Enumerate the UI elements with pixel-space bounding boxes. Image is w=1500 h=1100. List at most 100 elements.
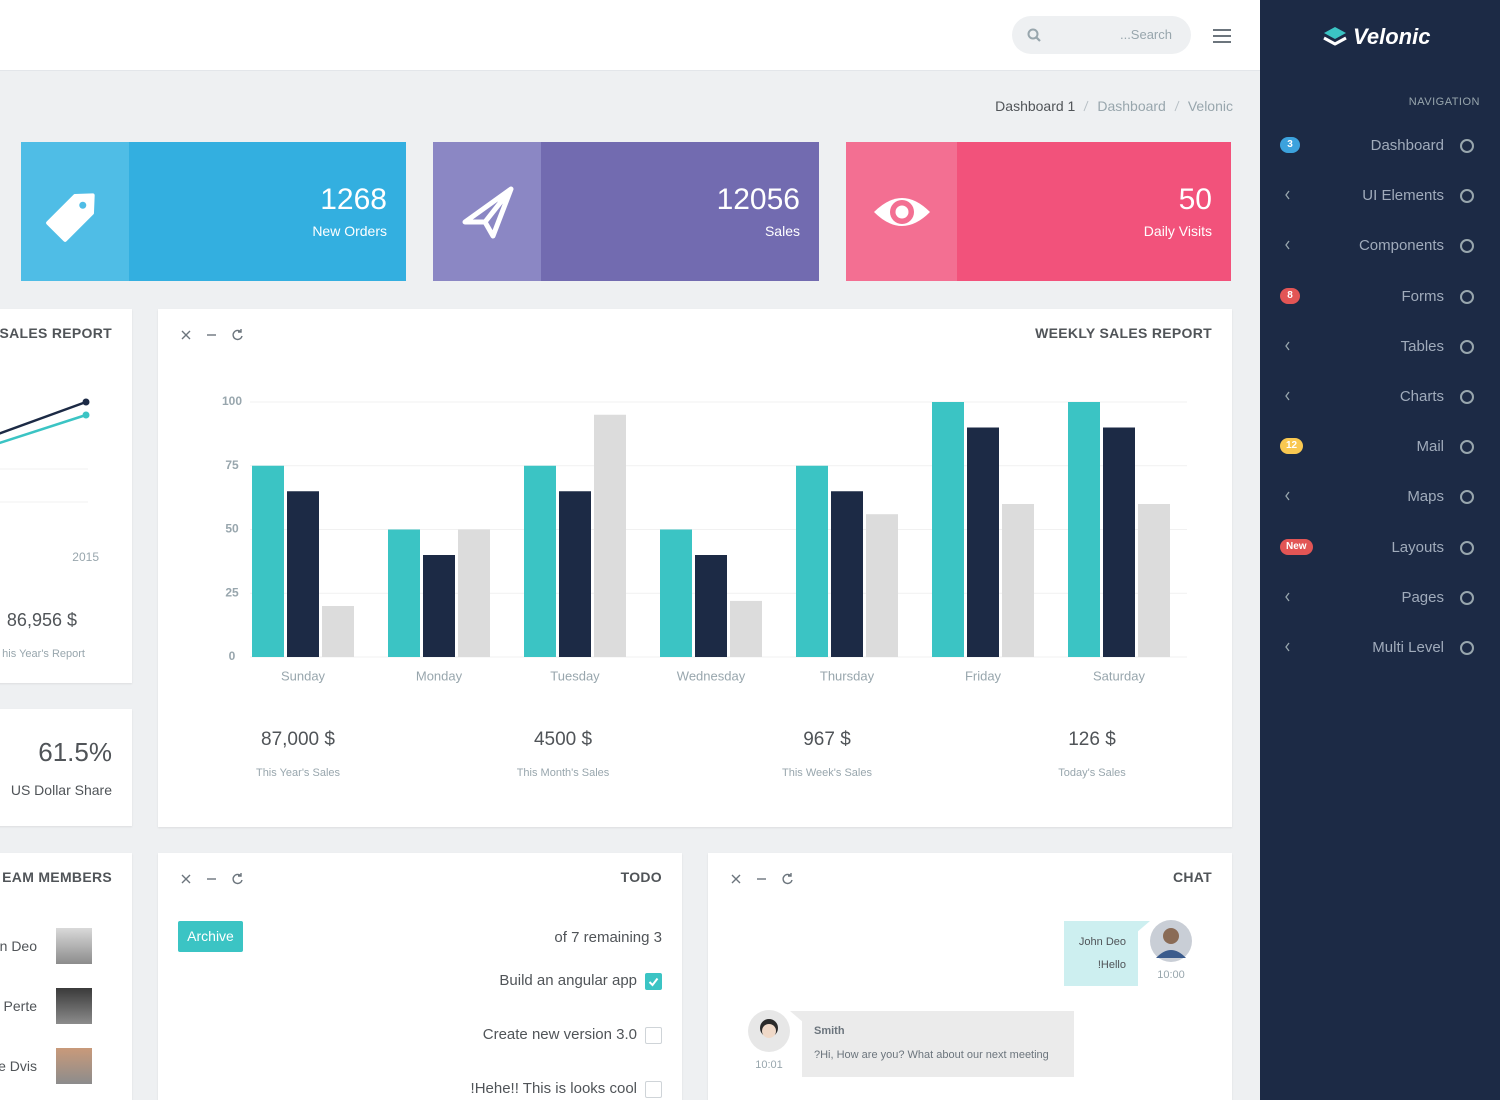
menu-button[interactable] — [1212, 28, 1232, 44]
nav-icon-shape — [1460, 590, 1474, 605]
nav-chevron — [1285, 391, 1290, 401]
nav-item[interactable]: Layouts New — [1260, 528, 1500, 568]
nav-icon — [1460, 440, 1474, 455]
card-title: EAM MEMBERS — [2, 869, 112, 885]
nav-label: Dashboard — [1370, 137, 1444, 154]
member-avatar — [56, 1048, 92, 1084]
summary-label: This Week's Sales — [782, 767, 872, 779]
x-tick-label: Saturday — [1093, 668, 1146, 683]
chevron-path — [1285, 241, 1290, 250]
summary-label: Today's Sales — [1058, 767, 1126, 779]
bar — [695, 555, 727, 657]
bar — [831, 491, 863, 657]
nav-label: Mail — [1416, 438, 1444, 456]
nav-icon-shape — [1460, 540, 1474, 555]
todo-checkbox[interactable] — [645, 1027, 662, 1044]
nav-item[interactable]: Maps — [1260, 477, 1500, 517]
y-tick-label: 50 — [225, 522, 239, 536]
nav-chevron — [1285, 492, 1290, 501]
chevron-path — [1285, 592, 1290, 602]
bar — [1138, 504, 1170, 657]
x-tick-label: Sunday — [281, 668, 326, 683]
nav-icon-shape — [1460, 440, 1474, 455]
chevron-path — [1285, 190, 1290, 200]
nav-icon-shape — [1460, 641, 1474, 655]
nav-item[interactable]: Components — [1260, 226, 1500, 266]
search-icon — [1027, 28, 1041, 42]
stat-icon-box — [21, 142, 129, 281]
summary-label: This Month's Sales — [516, 767, 610, 779]
search-box[interactable]: ...Search — [1012, 16, 1191, 54]
nav-item[interactable]: Tables — [1260, 327, 1500, 367]
bar — [559, 491, 591, 657]
nav-label: Layouts — [1391, 538, 1444, 556]
nav-item[interactable]: Multi Level — [1260, 628, 1500, 668]
nav-item[interactable]: Pages — [1260, 578, 1500, 618]
close-button[interactable] — [181, 330, 191, 340]
nav-item[interactable]: UI Elements — [1260, 176, 1500, 216]
y-tick-label: 100 — [222, 394, 242, 408]
nav-icon-shape — [1460, 189, 1474, 204]
send-icon — [462, 186, 514, 239]
bar — [322, 606, 354, 657]
bar-chart: 0 25 50 75 100 Sunday Monday Tuesday Wednesday Th… — [222, 394, 1187, 683]
checkmark — [648, 977, 659, 987]
todo-checkbox[interactable] — [645, 973, 662, 990]
breadcrumb-item[interactable]: Dashboard 1 — [995, 98, 1076, 114]
nav-item[interactable]: Mail 12 — [1260, 427, 1500, 467]
nav-label: Maps — [1407, 488, 1444, 506]
chat-time: 10:00 — [1157, 969, 1185, 981]
nav-icon-shape — [1460, 139, 1474, 153]
breadcrumb-item[interactable]: Dashboard — [1097, 98, 1166, 114]
close-button[interactable] — [731, 874, 741, 884]
breadcrumb-separator — [1174, 100, 1180, 112]
stat-label: Daily Visits — [1143, 223, 1212, 239]
refresh-button[interactable] — [232, 873, 243, 885]
card-title: WEEKLY SALES REPORT — [1035, 325, 1212, 341]
stat-card: 12056 Sales — [433, 142, 819, 281]
nav-badge: New — [1280, 538, 1313, 555]
member-avatar — [56, 988, 92, 1024]
weekly-report-card: WEEKLY SALES REPORT 0 25 50 75 100 Sunday Mond… — [158, 309, 1232, 827]
bar — [388, 529, 420, 657]
bar — [287, 491, 319, 657]
bar — [730, 600, 762, 657]
nav-item[interactable]: Dashboard 3 — [1260, 126, 1500, 166]
panel-controls — [181, 873, 243, 885]
todo-checkbox[interactable] — [645, 1081, 662, 1098]
stat-value: 12056 — [716, 183, 800, 216]
nav-icon-shape — [1460, 289, 1474, 304]
chat-card: CHAT John Deo !Hello 10:00 Smith ?Hi, Ho… — [708, 853, 1232, 1100]
stat-card: 1268 New Orders — [21, 142, 406, 281]
chevron-path — [1285, 391, 1290, 401]
member-name: n Deo — [0, 938, 37, 954]
eye-icon — [874, 198, 930, 226]
chevron-path — [1285, 492, 1290, 501]
nav-item[interactable]: Charts — [1260, 377, 1500, 417]
refresh-button[interactable] — [782, 873, 793, 885]
chat-time: 10:01 — [755, 1059, 783, 1071]
close-button[interactable] — [181, 874, 191, 884]
refresh-button[interactable] — [232, 329, 243, 341]
summary-value: 87,000 $ — [261, 729, 335, 750]
nav-icon — [1460, 540, 1474, 555]
bar — [660, 529, 692, 657]
todo-card: TODO Archive of 7 remaining 3 Build an a… — [158, 853, 682, 1100]
summary-value: 126 $ — [1068, 729, 1116, 750]
breadcrumb-item: Velonic — [1187, 98, 1233, 114]
nav-label: Tables — [1400, 337, 1444, 355]
nav-icon-shape — [1460, 490, 1474, 505]
bar — [967, 427, 999, 657]
x-tick-label: Friday — [965, 668, 1002, 683]
todo-text: Create new version 3.0 — [482, 1026, 637, 1043]
bar — [1103, 427, 1135, 657]
y-tick-label: 25 — [225, 585, 239, 599]
brand[interactable]: Velonic — [1353, 24, 1431, 49]
bar — [594, 414, 626, 657]
archive-button[interactable]: Archive — [178, 921, 243, 952]
nav-item[interactable]: Forms 8 — [1260, 277, 1500, 317]
report-caption: his Year's Report — [2, 648, 85, 660]
x-tick-label: 2015 — [72, 550, 99, 564]
logo-icon — [1323, 27, 1347, 46]
